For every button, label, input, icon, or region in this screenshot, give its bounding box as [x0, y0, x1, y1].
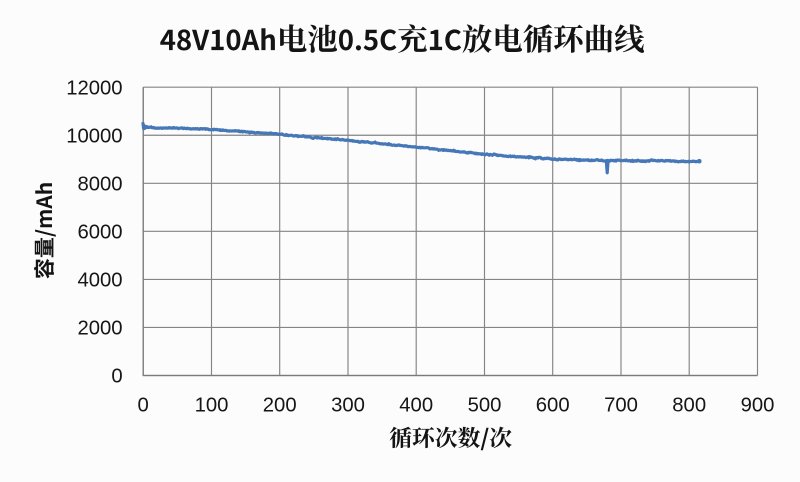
svg-text:100: 100	[195, 395, 229, 417]
svg-text:600: 600	[536, 395, 570, 417]
svg-text:0: 0	[138, 395, 149, 417]
svg-text:12000: 12000	[66, 77, 122, 99]
svg-text:300: 300	[331, 395, 365, 417]
svg-text:700: 700	[604, 395, 638, 417]
svg-text:200: 200	[263, 395, 297, 417]
svg-text:0: 0	[111, 366, 122, 388]
svg-text:400: 400	[399, 395, 433, 417]
svg-text:4000: 4000	[77, 270, 122, 292]
svg-text:900: 900	[741, 395, 775, 417]
svg-text:6000: 6000	[77, 222, 122, 244]
svg-text:800: 800	[672, 395, 706, 417]
svg-text:2000: 2000	[77, 318, 122, 340]
svg-text:8000: 8000	[77, 174, 122, 196]
svg-text:10000: 10000	[66, 125, 122, 147]
svg-text:500: 500	[468, 395, 502, 417]
